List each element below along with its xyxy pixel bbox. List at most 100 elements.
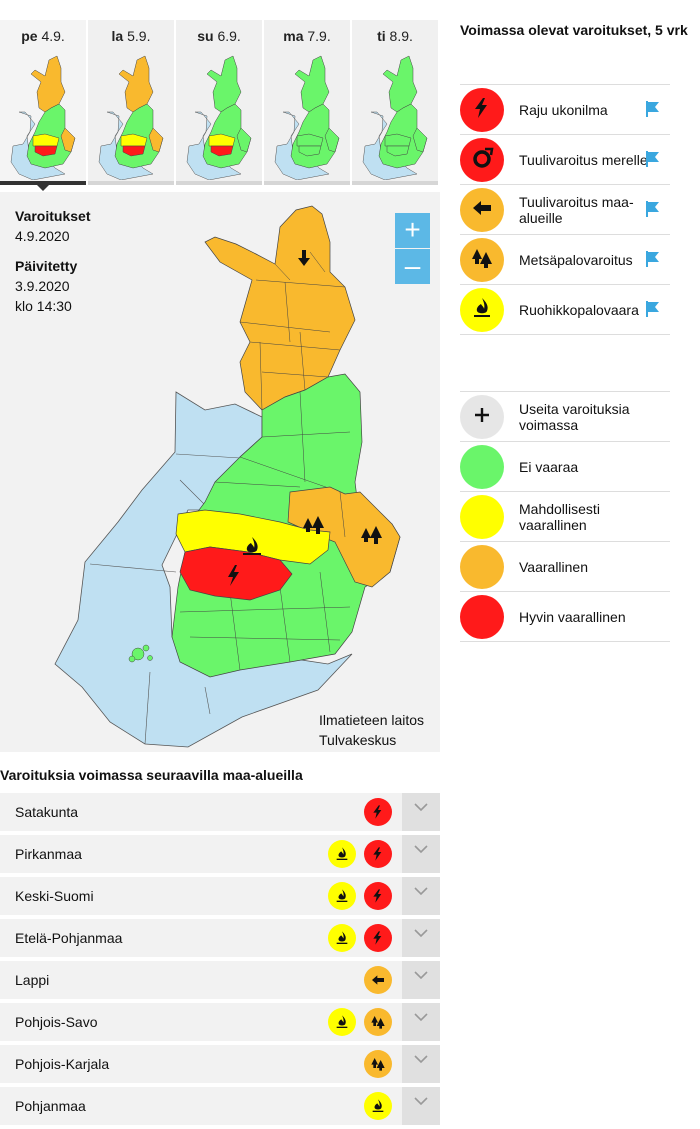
region-name: Keski-Suomi <box>15 888 94 904</box>
grass-fire-icon <box>328 840 356 868</box>
flag-icon[interactable] <box>644 300 662 323</box>
tab-day-pe[interactable]: pe 4.9. <box>0 20 86 185</box>
forest-fire-icon <box>364 1008 392 1036</box>
legend-label: Raju ukonilma <box>519 101 608 118</box>
flag-icon[interactable] <box>644 150 662 173</box>
zoom-in-button[interactable]: + <box>395 213 430 248</box>
mini-map <box>274 55 340 180</box>
tab-day-date: 4.9. <box>41 28 65 44</box>
region-name: Pirkanmaa <box>15 846 82 862</box>
tab-day-ti[interactable]: ti 8.9. <box>352 20 438 185</box>
mini-map <box>186 55 252 180</box>
legend-label: Vaarallinen <box>519 558 589 575</box>
lightning-icon <box>364 924 392 952</box>
region-row[interactable]: Pohjanmaa <box>0 1087 440 1125</box>
plus-icon <box>470 403 494 432</box>
tab-day-date: 7.9. <box>307 28 331 44</box>
expand-button[interactable] <box>402 1003 440 1041</box>
legend-circle <box>460 445 504 489</box>
tab-day-abbr: ti <box>377 28 386 44</box>
region-badges <box>364 1092 392 1120</box>
warning-map[interactable]: Varoitukset 4.9.2020 Päivitetty 3.9.2020… <box>0 192 440 752</box>
region-row[interactable]: Keski-Suomi <box>0 877 440 915</box>
tab-day-abbr: la <box>111 28 124 44</box>
tab-day-date: 6.9. <box>217 28 241 44</box>
expand-button[interactable] <box>402 835 440 873</box>
legend-circle <box>460 545 504 589</box>
legend-circle <box>460 595 504 639</box>
tab-day-abbr: ma <box>283 28 304 44</box>
region-row[interactable]: Lappi <box>0 961 440 999</box>
legend-circle <box>460 188 504 232</box>
legend-warnings: Raju ukonilma Tuulivaroitus merelle Tuul… <box>460 84 670 335</box>
map-arrow-icon <box>298 250 310 266</box>
tab-label: pe 4.9. <box>0 28 86 44</box>
mini-map <box>10 55 76 180</box>
active-tab-indicator <box>37 185 49 191</box>
expand-button[interactable] <box>402 919 440 957</box>
expand-button[interactable] <box>402 793 440 831</box>
legend-row: Tuulivaroitus merelle <box>460 134 670 184</box>
expand-button[interactable] <box>402 1045 440 1083</box>
region-row[interactable]: Etelä-Pohjanmaa <box>0 919 440 957</box>
tab-day-date: 5.9. <box>127 28 151 44</box>
lapland-region <box>204 205 356 411</box>
grass-fire-icon <box>328 1008 356 1036</box>
tab-bar <box>352 181 438 185</box>
updated-label: Päivitetty <box>15 258 78 274</box>
legend-row: Hyvin vaarallinen <box>460 591 670 642</box>
legend-title: Voimassa olevat varoitukset, 5 vrk <box>460 22 688 38</box>
chevron-down-icon <box>413 1096 429 1117</box>
warnings-label: Varoitukset <box>15 208 91 224</box>
region-name: Pohjanmaa <box>15 1098 86 1114</box>
lightning-icon <box>470 96 494 125</box>
land-wind-arrow-icon <box>364 966 392 994</box>
tab-label: la 5.9. <box>88 28 174 44</box>
updated-time: klo 14:30 <box>15 298 72 314</box>
lightning-icon <box>364 798 392 826</box>
legend-row: Mahdollisesti vaarallinen <box>460 491 670 541</box>
tab-day-abbr: su <box>197 28 214 44</box>
flag-icon[interactable] <box>644 250 662 273</box>
flag-icon[interactable] <box>644 200 662 223</box>
zoom-out-button[interactable]: – <box>395 249 430 284</box>
tab-day-su[interactable]: su 6.9. <box>176 20 262 185</box>
tab-day-date: 8.9. <box>389 28 413 44</box>
legend-row: Useita varoituksia voimassa <box>460 391 670 441</box>
expand-button[interactable] <box>402 961 440 999</box>
region-name: Pohjois-Savo <box>15 1014 98 1030</box>
region-row[interactable]: Pohjois-Karjala <box>0 1045 440 1083</box>
legend-label: Ei vaaraa <box>519 458 579 475</box>
mini-map <box>98 55 164 180</box>
legend-row: Metsäpalovaroitus <box>460 234 670 284</box>
legend-circle <box>460 238 504 282</box>
region-row[interactable]: Pirkanmaa <box>0 835 440 873</box>
tab-label: su 6.9. <box>176 28 262 44</box>
region-badges <box>364 966 392 994</box>
tab-day-ma[interactable]: ma 7.9. <box>264 20 350 185</box>
chevron-down-icon <box>413 886 429 907</box>
flag-icon[interactable] <box>644 100 662 123</box>
region-row[interactable]: Pohjois-Savo <box>0 1003 440 1041</box>
region-badges <box>328 840 392 868</box>
legend-circle <box>460 138 504 182</box>
land-wind-arrow-icon <box>470 196 494 225</box>
expand-button[interactable] <box>402 877 440 915</box>
chevron-down-icon <box>413 970 429 991</box>
mini-map <box>362 55 428 180</box>
expand-button[interactable] <box>402 1087 440 1125</box>
regions-title: Varoituksia voimassa seuraavilla maa-alu… <box>0 767 303 783</box>
updated-date: 3.9.2020 <box>15 278 70 294</box>
region-name: Etelä-Pohjanmaa <box>15 930 123 946</box>
map-grass-fire-icon <box>243 537 261 555</box>
region-row[interactable]: Satakunta <box>0 793 440 831</box>
warnings-date: 4.9.2020 <box>15 228 70 244</box>
tab-day-la[interactable]: la 5.9. <box>88 20 174 185</box>
aland-islands <box>128 644 153 663</box>
tab-bar <box>88 181 174 185</box>
legend-circle <box>460 288 504 332</box>
credit-line-2: Tulvakeskus <box>319 732 397 748</box>
grass-fire-icon <box>328 882 356 910</box>
finland-map <box>54 205 401 748</box>
legend-label: Mahdollisesti vaarallinen <box>519 500 600 533</box>
